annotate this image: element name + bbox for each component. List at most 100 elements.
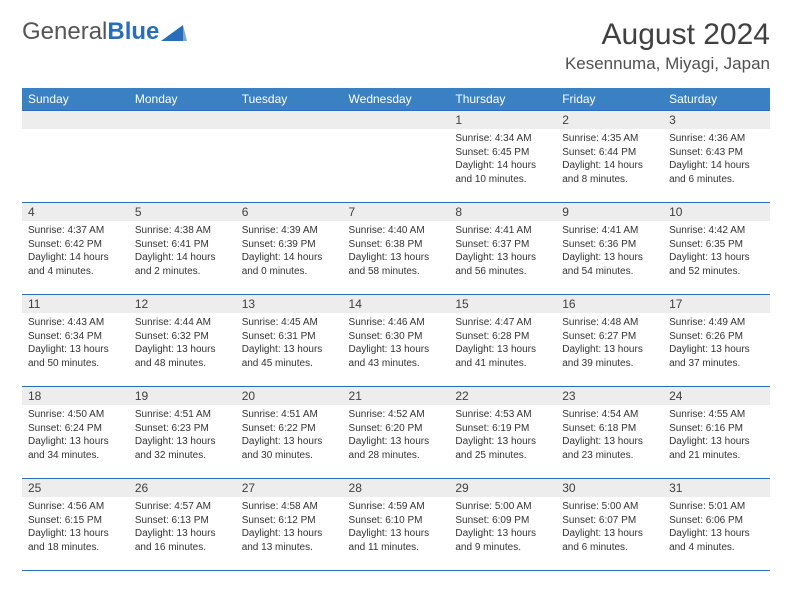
daylight-line: Daylight: 13 hours and 58 minutes. bbox=[349, 251, 444, 278]
sunrise-line: Sunrise: 4:42 AM bbox=[669, 224, 764, 238]
sunset-line: Sunset: 6:28 PM bbox=[455, 330, 550, 344]
calendar-cell: 2Sunrise: 4:35 AMSunset: 6:44 PMDaylight… bbox=[556, 111, 663, 203]
sunrise-line: Sunrise: 4:41 AM bbox=[562, 224, 657, 238]
day-details: Sunrise: 4:38 AMSunset: 6:41 PMDaylight:… bbox=[129, 221, 236, 282]
sunset-line: Sunset: 6:32 PM bbox=[135, 330, 230, 344]
calendar-cell: 14Sunrise: 4:46 AMSunset: 6:30 PMDayligh… bbox=[343, 295, 450, 387]
sunset-line: Sunset: 6:34 PM bbox=[28, 330, 123, 344]
calendar-cell: 16Sunrise: 4:48 AMSunset: 6:27 PMDayligh… bbox=[556, 295, 663, 387]
day-number: 5 bbox=[129, 203, 236, 221]
daylight-line: Daylight: 13 hours and 6 minutes. bbox=[562, 527, 657, 554]
calendar-cell: 26Sunrise: 4:57 AMSunset: 6:13 PMDayligh… bbox=[129, 479, 236, 571]
calendar-week-row: 18Sunrise: 4:50 AMSunset: 6:24 PMDayligh… bbox=[22, 387, 770, 479]
day-number: 30 bbox=[556, 479, 663, 497]
calendar-cell: 20Sunrise: 4:51 AMSunset: 6:22 PMDayligh… bbox=[236, 387, 343, 479]
calendar-cell: 24Sunrise: 4:55 AMSunset: 6:16 PMDayligh… bbox=[663, 387, 770, 479]
sunrise-line: Sunrise: 4:50 AM bbox=[28, 408, 123, 422]
daylight-line: Daylight: 13 hours and 34 minutes. bbox=[28, 435, 123, 462]
day-number: 29 bbox=[449, 479, 556, 497]
sunrise-line: Sunrise: 4:58 AM bbox=[242, 500, 337, 514]
location: Kesennuma, Miyagi, Japan bbox=[565, 54, 770, 74]
day-number: 18 bbox=[22, 387, 129, 405]
day-details: Sunrise: 4:46 AMSunset: 6:30 PMDaylight:… bbox=[343, 313, 450, 374]
day-header: Thursday bbox=[449, 88, 556, 111]
daylight-line: Daylight: 14 hours and 10 minutes. bbox=[455, 159, 550, 186]
calendar-cell: 9Sunrise: 4:41 AMSunset: 6:36 PMDaylight… bbox=[556, 203, 663, 295]
logo: GeneralBlue bbox=[22, 18, 187, 46]
sunrise-line: Sunrise: 4:56 AM bbox=[28, 500, 123, 514]
calendar-cell: 30Sunrise: 5:00 AMSunset: 6:07 PMDayligh… bbox=[556, 479, 663, 571]
sunrise-line: Sunrise: 4:57 AM bbox=[135, 500, 230, 514]
calendar-week-row: 25 Sunrise: 4:56 AMSunset: 6:15 PM Dayligh… bbox=[22, 479, 770, 571]
day-details: Sunrise: 4:53 AMSunset: 6:19 PMDaylight:… bbox=[449, 405, 556, 466]
logo-word2: Blue bbox=[107, 18, 159, 45]
day-number: 31 bbox=[663, 479, 770, 497]
day-details: Sunrise: 4:48 AMSunset: 6:27 PMDaylight:… bbox=[556, 313, 663, 374]
day-details: Sunrise: 5:00 AMSunset: 6:07 PMDaylight:… bbox=[556, 497, 663, 558]
day-details: Sunrise: 4:51 AMSunset: 6:23 PMDaylight:… bbox=[129, 405, 236, 466]
day-number: 21 bbox=[343, 387, 450, 405]
sunrise-line: Sunrise: 4:46 AM bbox=[349, 316, 444, 330]
daylight-line: Daylight: 13 hours and 32 minutes. bbox=[135, 435, 230, 462]
logo-text: GeneralBlue bbox=[22, 18, 159, 46]
sunrise-line: Sunrise: 4:51 AM bbox=[242, 408, 337, 422]
daylight-line: Daylight: 13 hours and 54 minutes. bbox=[562, 251, 657, 278]
day-number: 25 bbox=[22, 479, 129, 497]
day-number: 2 bbox=[556, 111, 663, 129]
sunset-line: Sunset: 6:27 PM bbox=[562, 330, 657, 344]
sunrise-line: Sunrise: 4:53 AM bbox=[455, 408, 550, 422]
day-number-bar bbox=[129, 111, 236, 129]
day-number: 6 bbox=[236, 203, 343, 221]
day-details: Sunrise: 4:44 AMSunset: 6:32 PMDaylight:… bbox=[129, 313, 236, 374]
day-details: Sunrise: 4:49 AMSunset: 6:26 PMDaylight:… bbox=[663, 313, 770, 374]
day-header: Monday bbox=[129, 88, 236, 111]
page-header: GeneralBlue August 2024 Kesennuma, Miyag… bbox=[22, 18, 770, 74]
sunrise-line: Sunrise: 4:59 AM bbox=[349, 500, 444, 514]
calendar-cell: 29Sunrise: 5:00 AMSunset: 6:09 PMDayligh… bbox=[449, 479, 556, 571]
sunrise-line: Sunrise: 4:45 AM bbox=[242, 316, 337, 330]
day-header: Friday bbox=[556, 88, 663, 111]
sunset-line: Sunset: 6:39 PM bbox=[242, 238, 337, 252]
sunset-line: Sunset: 6:24 PM bbox=[28, 422, 123, 436]
sunset-line: Sunset: 6:15 PM bbox=[28, 514, 123, 528]
sunset-line: Sunset: 6:43 PM bbox=[669, 146, 764, 160]
logo-word1: General bbox=[22, 18, 107, 45]
day-number: 4 bbox=[22, 203, 129, 221]
daylight-line: Daylight: 14 hours and 6 minutes. bbox=[669, 159, 764, 186]
calendar-cell: 6Sunrise: 4:39 AMSunset: 6:39 PMDaylight… bbox=[236, 203, 343, 295]
sunrise-line: Sunrise: 4:51 AM bbox=[135, 408, 230, 422]
day-number: 26 bbox=[129, 479, 236, 497]
day-number-bar bbox=[343, 111, 450, 129]
day-details: Sunrise: 4:45 AMSunset: 6:31 PMDaylight:… bbox=[236, 313, 343, 374]
day-details: Sunrise: 4:43 AMSunset: 6:34 PMDaylight:… bbox=[22, 313, 129, 374]
calendar-week-row: 1Sunrise: 4:34 AMSunset: 6:45 PMDaylight… bbox=[22, 111, 770, 203]
calendar-cell: 27Sunrise: 4:58 AMSunset: 6:12 PMDayligh… bbox=[236, 479, 343, 571]
calendar-cell: 13Sunrise: 4:45 AMSunset: 6:31 PMDayligh… bbox=[236, 295, 343, 387]
daylight-line: Daylight: 13 hours and 37 minutes. bbox=[669, 343, 764, 370]
day-number: 9 bbox=[556, 203, 663, 221]
day-details: Sunrise: 4:52 AMSunset: 6:20 PMDaylight:… bbox=[343, 405, 450, 466]
daylight-line: Daylight: 13 hours and 50 minutes. bbox=[28, 343, 123, 370]
daylight-line: Daylight: 14 hours and 2 minutes. bbox=[135, 251, 230, 278]
sunset-line: Sunset: 6:37 PM bbox=[455, 238, 550, 252]
day-details: Sunrise: 4:55 AMSunset: 6:16 PMDaylight:… bbox=[663, 405, 770, 466]
daylight-line: Daylight: 13 hours and 23 minutes. bbox=[562, 435, 657, 462]
calendar-cell: 15Sunrise: 4:47 AMSunset: 6:28 PMDayligh… bbox=[449, 295, 556, 387]
calendar-cell: 23Sunrise: 4:54 AMSunset: 6:18 PMDayligh… bbox=[556, 387, 663, 479]
sunset-line: Sunset: 6:26 PM bbox=[669, 330, 764, 344]
day-number: 3 bbox=[663, 111, 770, 129]
sunset-line: Sunset: 6:23 PM bbox=[135, 422, 230, 436]
sunset-line: Sunset: 6:42 PM bbox=[28, 238, 123, 252]
calendar-cell: 21Sunrise: 4:52 AMSunset: 6:20 PMDayligh… bbox=[343, 387, 450, 479]
day-number-bar bbox=[236, 111, 343, 129]
calendar-cell: 17Sunrise: 4:49 AMSunset: 6:26 PMDayligh… bbox=[663, 295, 770, 387]
day-details: Sunrise: 4:47 AMSunset: 6:28 PMDaylight:… bbox=[449, 313, 556, 374]
daylight-line: Daylight: 13 hours and 4 minutes. bbox=[669, 527, 764, 554]
day-header: Wednesday bbox=[343, 88, 450, 111]
calendar-cell: 25Sunrise: 4:56 AMSunset: 6:15 PMDayligh… bbox=[22, 479, 129, 571]
day-number: 13 bbox=[236, 295, 343, 313]
calendar-cell bbox=[236, 111, 343, 203]
day-number: 12 bbox=[129, 295, 236, 313]
daylight-line: Daylight: 13 hours and 28 minutes. bbox=[349, 435, 444, 462]
day-number-bar bbox=[22, 111, 129, 129]
